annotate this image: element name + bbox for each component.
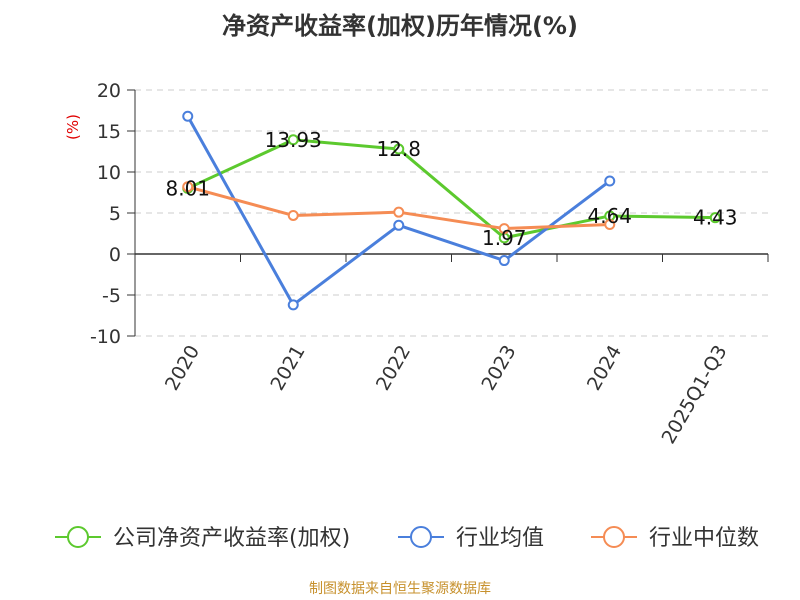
x-tick-label: 2024 [583, 342, 626, 395]
series-line-0 [187, 138, 716, 240]
grid-lines [135, 89, 768, 337]
data-point [182, 110, 194, 122]
data-point [498, 223, 510, 235]
y-tick-label: 5 [109, 203, 121, 225]
data-label: 13.93 [265, 128, 322, 152]
x-tick-label: 2022 [372, 342, 415, 395]
source-footer: 制图数据来自恒生聚源数据库 [309, 581, 491, 597]
x-tick-label: 2025Q1-Q3 [658, 342, 732, 448]
data-label: 8.01 [165, 176, 210, 200]
data-point [498, 255, 510, 267]
legend-label: 行业均值 [456, 526, 544, 551]
data-label: 12.8 [376, 137, 421, 161]
y-tick-label: -10 [90, 326, 121, 348]
data-label: 1.97 [482, 226, 527, 250]
y-tick-label: 10 [97, 162, 121, 184]
data-point [604, 218, 616, 230]
data-point [393, 143, 405, 155]
y-tick-label: 0 [109, 244, 121, 266]
legend-marker [410, 526, 432, 548]
legend-label: 公司净资产收益率(加权) [113, 526, 350, 551]
data-point [287, 299, 299, 311]
legend-marker [67, 526, 89, 548]
x-tick-label: 2023 [477, 342, 520, 395]
data-labels: 8.01 13.93 12.8 1.97 4.64 4.43 [165, 128, 737, 250]
y-axis-label: (%) [64, 114, 82, 140]
data-label: 4.43 [693, 206, 738, 230]
legend: 公司净资产收益率(加权) 行业均值 行业中位数 [55, 526, 759, 551]
data-point [393, 206, 405, 218]
chart-title: 净资产收益率(加权)历年情况(%) [222, 12, 578, 40]
x-tick-label: 2021 [266, 342, 309, 395]
data-point [604, 175, 616, 187]
axes: 20 15 10 5 0 -5 -10 (%) 2020 2021 2022 2023 2024 2025… [64, 80, 769, 448]
data-point [393, 219, 405, 231]
data-label: 4.64 [587, 204, 632, 228]
series-lines [182, 110, 721, 311]
data-point [287, 134, 299, 146]
data-point [709, 212, 721, 224]
data-point [182, 181, 194, 193]
y-tick-label: 15 [97, 121, 121, 143]
y-tick-label: 20 [97, 80, 121, 102]
x-tick-label: 2020 [161, 342, 204, 395]
y-tick-label: -5 [102, 285, 121, 307]
legend-label: 行业中位数 [649, 526, 759, 551]
data-point [287, 209, 299, 221]
legend-marker [603, 526, 625, 548]
